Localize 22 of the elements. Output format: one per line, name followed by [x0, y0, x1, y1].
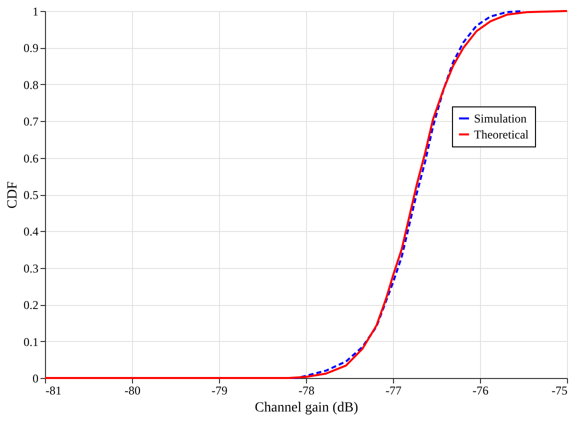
x-tick-label: -77 [386, 384, 402, 398]
y-tick-label: 0.6 [24, 151, 38, 166]
x-tick-label: -78 [298, 384, 314, 398]
y-tick-label: 1 [32, 4, 38, 18]
y-tick-label: 0.9 [24, 41, 38, 56]
x-tick-label: -76 [472, 384, 488, 398]
y-tick-label: 0.5 [24, 188, 38, 202]
y-tick-label: 0.4 [24, 224, 38, 239]
y-tick-label: 0.8 [24, 78, 38, 92]
y-axis-title: CDF [6, 181, 20, 209]
x-tick-label: -75 [552, 384, 568, 398]
y-tick-label: 0.1 [24, 334, 38, 349]
legend-label: Simulation [474, 111, 527, 126]
y-tick-label: 0.2 [24, 298, 38, 312]
x-tick-label: -79 [212, 384, 228, 398]
x-tick-label: -80 [124, 384, 140, 398]
legend-label: Theoretical [474, 127, 530, 142]
y-tick-label: 0.7 [24, 114, 38, 129]
y-tick-label: 0.3 [24, 261, 38, 276]
x-axis-title: Channel gain (dB) [254, 400, 359, 416]
y-tick-label: 0 [32, 372, 38, 386]
x-tick-label: -81 [46, 384, 62, 398]
